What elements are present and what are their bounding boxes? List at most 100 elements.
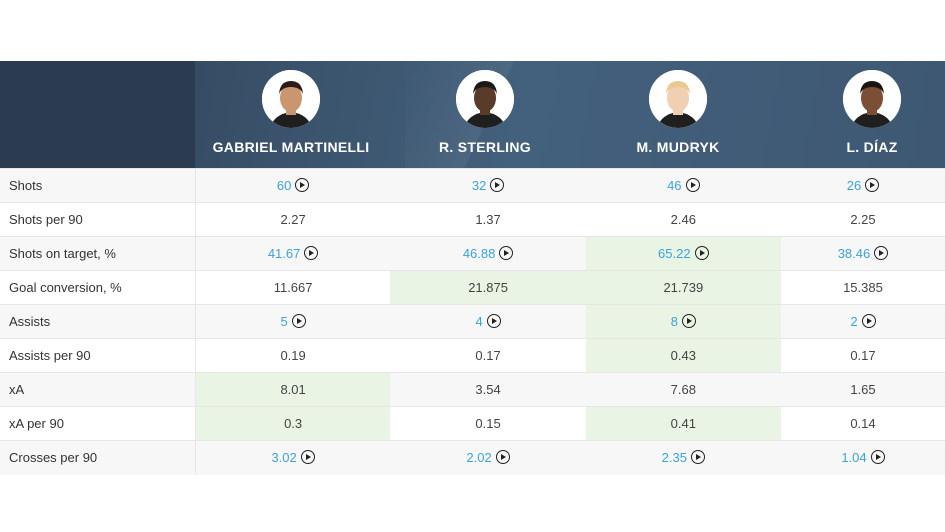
stat-value: 8.01 xyxy=(280,382,306,397)
stat-value: 0.17 xyxy=(475,348,501,363)
table-row: Goal conversion, % 11.667 21.875 21.739 15.3… xyxy=(0,270,945,305)
stat-cell[interactable]: 1.04 xyxy=(780,440,945,475)
stat-link[interactable]: 1.04 xyxy=(841,450,867,466)
play-video-icon[interactable] xyxy=(870,450,885,465)
stat-cell[interactable]: 26 xyxy=(780,168,945,203)
stat-cell[interactable]: 3.02 xyxy=(195,440,391,475)
stat-cell[interactable]: 65.22 xyxy=(585,236,781,271)
stat-cell[interactable]: 41.67 xyxy=(195,236,391,271)
stat-cell[interactable]: 2 xyxy=(780,304,945,339)
row-label: Crosses per 90 xyxy=(0,440,196,475)
stat-cell[interactable]: 46.88 xyxy=(390,236,586,271)
stat-link[interactable]: 2.02 xyxy=(466,450,492,466)
play-video-icon[interactable] xyxy=(681,314,696,328)
stat-cell: 0.43 xyxy=(585,338,781,373)
stat-cell: 11.667 xyxy=(195,270,391,305)
stat-cell: 1.37 xyxy=(390,202,586,237)
play-video-icon[interactable] xyxy=(874,246,889,260)
stat-value: 3.54 xyxy=(475,382,501,397)
stat-value: 7.68 xyxy=(670,382,696,397)
table-row: Shots on target, % 41.67 46.88 65.22 38.46 xyxy=(0,236,945,271)
stat-cell[interactable]: 2.35 xyxy=(585,440,781,475)
stat-cell[interactable]: 60 xyxy=(195,168,391,203)
stat-value: 2.27 xyxy=(280,212,306,227)
stat-link[interactable]: 2 xyxy=(850,314,858,329)
stat-link[interactable]: 65.22 xyxy=(658,246,691,261)
stat-link[interactable]: 2.35 xyxy=(661,450,687,466)
stat-link[interactable]: 26 xyxy=(846,178,862,193)
stat-value: 1.65 xyxy=(850,382,876,397)
stats-table: Shots 60 32 46 26 Shots per 90 2.27 1.37 2.46 2.2… xyxy=(0,168,945,475)
stat-cell[interactable]: 32 xyxy=(390,168,586,203)
player-photo-icon[interactable] xyxy=(649,70,707,128)
stat-cell[interactable]: 8 xyxy=(585,304,781,339)
row-label: xA per 90 xyxy=(0,406,196,441)
play-video-icon[interactable] xyxy=(291,314,306,328)
stat-link[interactable]: 32 xyxy=(471,178,487,193)
play-video-icon[interactable] xyxy=(861,314,876,328)
play-video-icon[interactable] xyxy=(295,178,310,192)
player-column-3[interactable]: M. MUDRYK xyxy=(581,61,775,168)
play-video-icon[interactable] xyxy=(495,450,510,465)
stat-cell[interactable]: 38.46 xyxy=(780,236,945,271)
stat-link[interactable]: 4 xyxy=(475,314,483,329)
play-video-icon[interactable] xyxy=(685,178,700,192)
table-row: Crosses per 90 3.02 2.02 2.35 1.04 xyxy=(0,440,945,475)
play-video-icon[interactable] xyxy=(499,246,514,260)
stat-cell: 2.25 xyxy=(780,202,945,237)
stat-link[interactable]: 3.02 xyxy=(271,450,297,466)
player-photo-icon[interactable] xyxy=(456,70,514,128)
stat-value: 15.385 xyxy=(843,280,883,295)
stat-link[interactable]: 46.88 xyxy=(462,246,496,261)
stat-link[interactable]: 41.67 xyxy=(267,246,301,261)
player-name[interactable]: R. STERLING xyxy=(439,139,531,155)
play-video-icon[interactable] xyxy=(490,178,505,192)
stat-link[interactable]: 46 xyxy=(667,178,682,193)
row-label: Assists per 90 xyxy=(0,338,196,373)
player-name[interactable]: M. MUDRYK xyxy=(636,139,720,155)
stat-cell: 0.17 xyxy=(390,338,586,373)
stat-value: 1.37 xyxy=(475,212,501,227)
player-column-4[interactable]: L. DÍAZ xyxy=(775,61,945,168)
header-corner xyxy=(0,61,195,168)
stat-value: 2.25 xyxy=(850,212,876,227)
player-column-2[interactable]: R. STERLING xyxy=(388,61,582,168)
stat-value: 21.739 xyxy=(663,280,704,295)
stat-link[interactable]: 8 xyxy=(670,314,678,329)
table-row: Shots per 90 2.27 1.37 2.46 2.25 xyxy=(0,202,945,237)
stat-cell: 21.739 xyxy=(585,270,781,305)
play-video-icon[interactable] xyxy=(486,314,501,328)
player-photo-icon[interactable] xyxy=(262,70,320,128)
stat-cell: 2.27 xyxy=(195,202,391,237)
player-name[interactable]: L. DÍAZ xyxy=(846,139,898,155)
table-row: Shots 60 32 46 26 xyxy=(0,168,945,203)
stat-value: 0.41 xyxy=(670,416,696,431)
stat-value: 0.43 xyxy=(670,348,696,363)
stat-link[interactable]: 60 xyxy=(276,178,292,193)
row-label: xA xyxy=(0,372,196,407)
stat-value: 21.875 xyxy=(468,280,508,295)
stat-value: 0.14 xyxy=(850,416,876,431)
player-photo-icon[interactable] xyxy=(843,70,901,128)
stat-cell[interactable]: 2.02 xyxy=(390,440,586,475)
stat-value: 2.46 xyxy=(670,212,696,227)
stat-link[interactable]: 38.46 xyxy=(837,246,871,261)
players-header: GABRIEL MARTINELLI R. STERLING M. MUDRYK L.… xyxy=(0,61,945,168)
play-video-icon[interactable] xyxy=(865,178,880,192)
player-name[interactable]: GABRIEL MARTINELLI xyxy=(212,139,370,155)
stat-value: 0.19 xyxy=(280,348,306,363)
stat-cell[interactable]: 5 xyxy=(195,304,391,339)
stat-cell[interactable]: 46 xyxy=(585,168,781,203)
stat-link[interactable]: 5 xyxy=(280,314,288,329)
play-video-icon[interactable] xyxy=(300,450,315,465)
player-column-1[interactable]: GABRIEL MARTINELLI xyxy=(194,61,388,168)
play-video-icon[interactable] xyxy=(304,246,319,260)
play-video-icon[interactable] xyxy=(690,450,705,465)
stat-cell: 3.54 xyxy=(390,372,586,407)
play-video-icon[interactable] xyxy=(694,246,709,260)
stat-cell: 0.17 xyxy=(780,338,945,373)
stat-cell: 8.01 xyxy=(195,372,391,407)
stat-cell[interactable]: 4 xyxy=(390,304,586,339)
stat-cell: 0.3 xyxy=(195,406,391,441)
stat-cell: 0.14 xyxy=(780,406,945,441)
